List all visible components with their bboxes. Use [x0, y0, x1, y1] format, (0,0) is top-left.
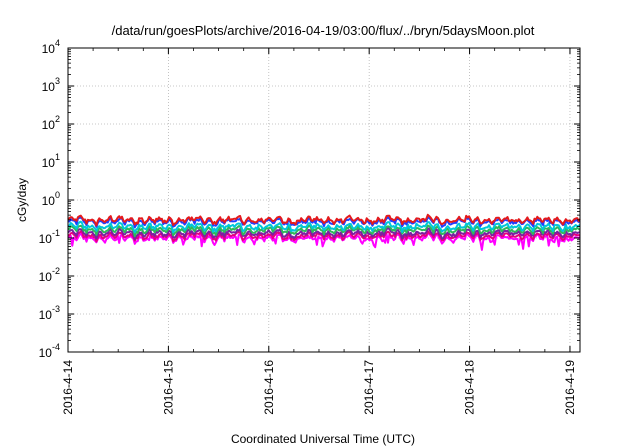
y-tick-label: 102 — [42, 114, 60, 132]
y-tick-label: 10-1 — [39, 228, 60, 246]
chart-title: /data/run/goesPlots/archive/2016-04-19/0… — [112, 23, 535, 38]
x-tick-label: 2016-4-14 — [61, 360, 75, 415]
data-series-line — [67, 224, 581, 238]
data-series-line — [67, 230, 580, 243]
y-tick-label: 104 — [42, 38, 60, 56]
data-series-line — [67, 213, 581, 227]
x-axis-label: Coordinated Universal Time (UTC) — [231, 432, 415, 446]
y-tick-label: 10-3 — [39, 304, 60, 322]
y-tick-label: 10-2 — [39, 266, 60, 284]
x-tick-label: 2016-4-19 — [563, 360, 577, 415]
y-tick-label: 101 — [42, 152, 60, 170]
y-tick-label: 10-4 — [39, 342, 60, 360]
series-group — [67, 213, 581, 251]
y-tick-label: 100 — [42, 190, 60, 208]
y-axis-label: cGy/day — [15, 178, 29, 222]
data-series-line — [67, 220, 581, 234]
x-tick-label: 2016-4-15 — [161, 360, 175, 415]
x-tick-label: 2016-4-18 — [463, 360, 477, 415]
data-series-line — [67, 227, 581, 241]
x-tick-label: 2016-4-17 — [362, 360, 376, 415]
x-tick-label: 2016-4-16 — [262, 360, 276, 415]
y-tick-label: 103 — [42, 76, 60, 94]
grid — [68, 48, 580, 352]
